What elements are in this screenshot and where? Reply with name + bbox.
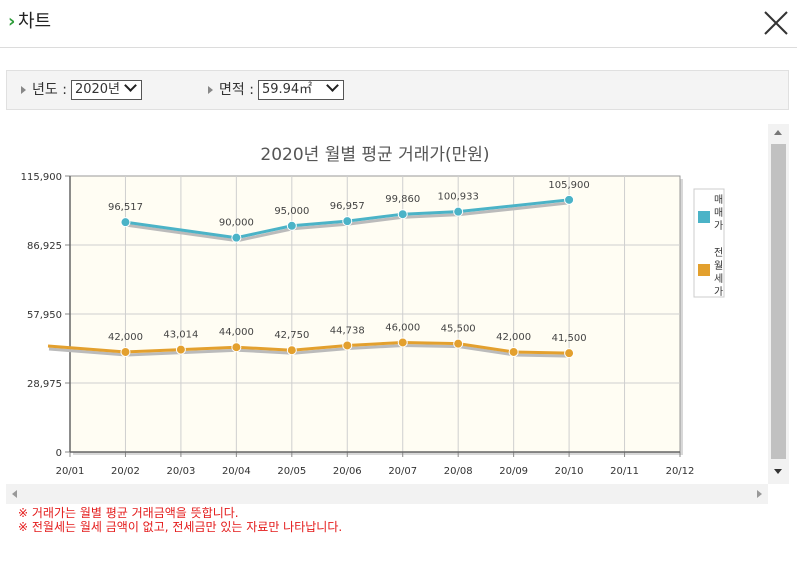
data-point: [231, 232, 242, 243]
y-tick-label: 57,950: [27, 310, 62, 321]
x-tick-label: 20/04: [222, 466, 251, 477]
scroll-thumb[interactable]: [771, 144, 786, 459]
triangle-bullet-icon: [21, 86, 26, 94]
year-label: 년도 :: [32, 82, 67, 98]
chevron-down-icon: [326, 79, 340, 92]
filter-bar: 년도 :2020년 면적 :59.94㎡: [6, 70, 789, 110]
x-tick-label: 20/08: [444, 466, 473, 477]
legend-label: 매: [714, 194, 723, 206]
data-point: [508, 346, 519, 357]
legend: [693, 188, 725, 298]
data-label: 96,517: [108, 202, 143, 213]
data-point: [120, 346, 131, 357]
data-label: 42,750: [274, 330, 309, 341]
data-point: [120, 217, 131, 228]
chart-container: 2020년 월별 평균 거래가(만원) 115,900 86,925 57,950 28…: [6, 124, 768, 484]
x-tick-label: 20/03: [166, 466, 195, 477]
note-line: ※ 전월세는 월세 금액이 없고, 전세금만 있는 자료만 나타납니다.: [18, 520, 343, 534]
data-point: [397, 209, 408, 220]
y-tick-label: 0: [56, 448, 62, 459]
y-tick-label: 86,925: [27, 241, 62, 252]
x-tick-label: 20/11: [610, 466, 639, 477]
x-tick-label: 20/06: [333, 466, 362, 477]
y-tick-label: 28,975: [27, 379, 62, 390]
triangle-bullet-icon: [208, 86, 213, 94]
scroll-down-icon[interactable]: [774, 469, 782, 474]
data-label: 95,000: [274, 206, 309, 217]
legend-swatch: [698, 211, 710, 223]
y-tick-label: 115,900: [21, 172, 62, 183]
legend-swatch: [698, 264, 710, 276]
vertical-scrollbar[interactable]: [768, 124, 789, 484]
line-chart: 2020년 월별 평균 거래가(만원) 115,900 86,925 57,950 28…: [21, 145, 725, 477]
legend-label: 월: [714, 260, 723, 272]
chevron-down-icon: [124, 79, 137, 92]
data-label: 41,500: [552, 333, 587, 344]
data-label: 44,738: [330, 325, 365, 336]
legend-label: 세: [714, 273, 723, 285]
dialog-header: › 차트: [0, 0, 797, 48]
data-point: [286, 345, 297, 356]
x-tick-label: 20/07: [388, 466, 417, 477]
legend-label: 매: [714, 207, 723, 219]
data-point: [564, 194, 575, 205]
data-point: [342, 340, 353, 351]
data-label: 100,933: [438, 192, 479, 203]
data-label: 105,900: [548, 180, 589, 191]
year-filter: 년도 :2020년: [21, 79, 142, 100]
x-tick-label: 20/05: [277, 466, 306, 477]
data-label: 90,000: [219, 218, 254, 229]
data-point: [397, 337, 408, 348]
data-label: 44,000: [219, 327, 254, 338]
data-point: [453, 206, 464, 217]
year-select[interactable]: 2020년: [70, 79, 142, 100]
dialog-title: 차트: [18, 11, 52, 32]
chart-title: 2020년 월별 평균 거래가(만원): [260, 145, 489, 165]
chevron-right-icon: ›: [8, 11, 16, 32]
x-tick-label: 20/10: [555, 466, 584, 477]
close-icon[interactable]: [763, 10, 789, 36]
data-point: [342, 216, 353, 227]
data-label: 46,000: [385, 322, 420, 333]
scroll-right-icon[interactable]: [757, 490, 762, 498]
data-point: [175, 344, 186, 355]
horizontal-scrollbar[interactable]: [6, 484, 768, 504]
x-tick-label: 20/01: [56, 466, 85, 477]
data-label: 43,014: [163, 330, 198, 341]
note-line: ※ 거래가는 월별 평균 거래금액을 뜻합니다.: [18, 506, 239, 520]
scroll-up-icon[interactable]: [774, 130, 782, 135]
legend-label: 전: [714, 247, 723, 259]
notes: ※ 거래가는 월별 평균 거래금액을 뜻합니다. ※ 전월세는 월세 금액이 없…: [18, 506, 342, 534]
data-point: [231, 342, 242, 353]
data-label: 96,957: [330, 201, 365, 212]
data-point: [286, 220, 297, 231]
data-label: 42,000: [108, 332, 143, 343]
area-select[interactable]: 59.94㎡: [257, 79, 345, 100]
legend-label: 가: [714, 286, 723, 298]
area-filter: 면적 :59.94㎡: [208, 79, 345, 100]
scroll-left-icon[interactable]: [12, 490, 17, 498]
area-label: 면적 :: [219, 82, 254, 98]
data-point: [453, 338, 464, 349]
series-line: [47, 340, 570, 355]
x-tick-label: 20/09: [499, 466, 528, 477]
data-label: 99,860: [385, 194, 420, 205]
series-line-shadow: [48, 343, 571, 358]
legend-label: 가: [714, 220, 723, 232]
data-label: 42,000: [496, 332, 531, 343]
x-tick-label: 20/12: [666, 466, 695, 477]
x-tick-label: 20/02: [111, 466, 140, 477]
data-point: [564, 348, 575, 359]
data-label: 45,500: [441, 324, 476, 335]
